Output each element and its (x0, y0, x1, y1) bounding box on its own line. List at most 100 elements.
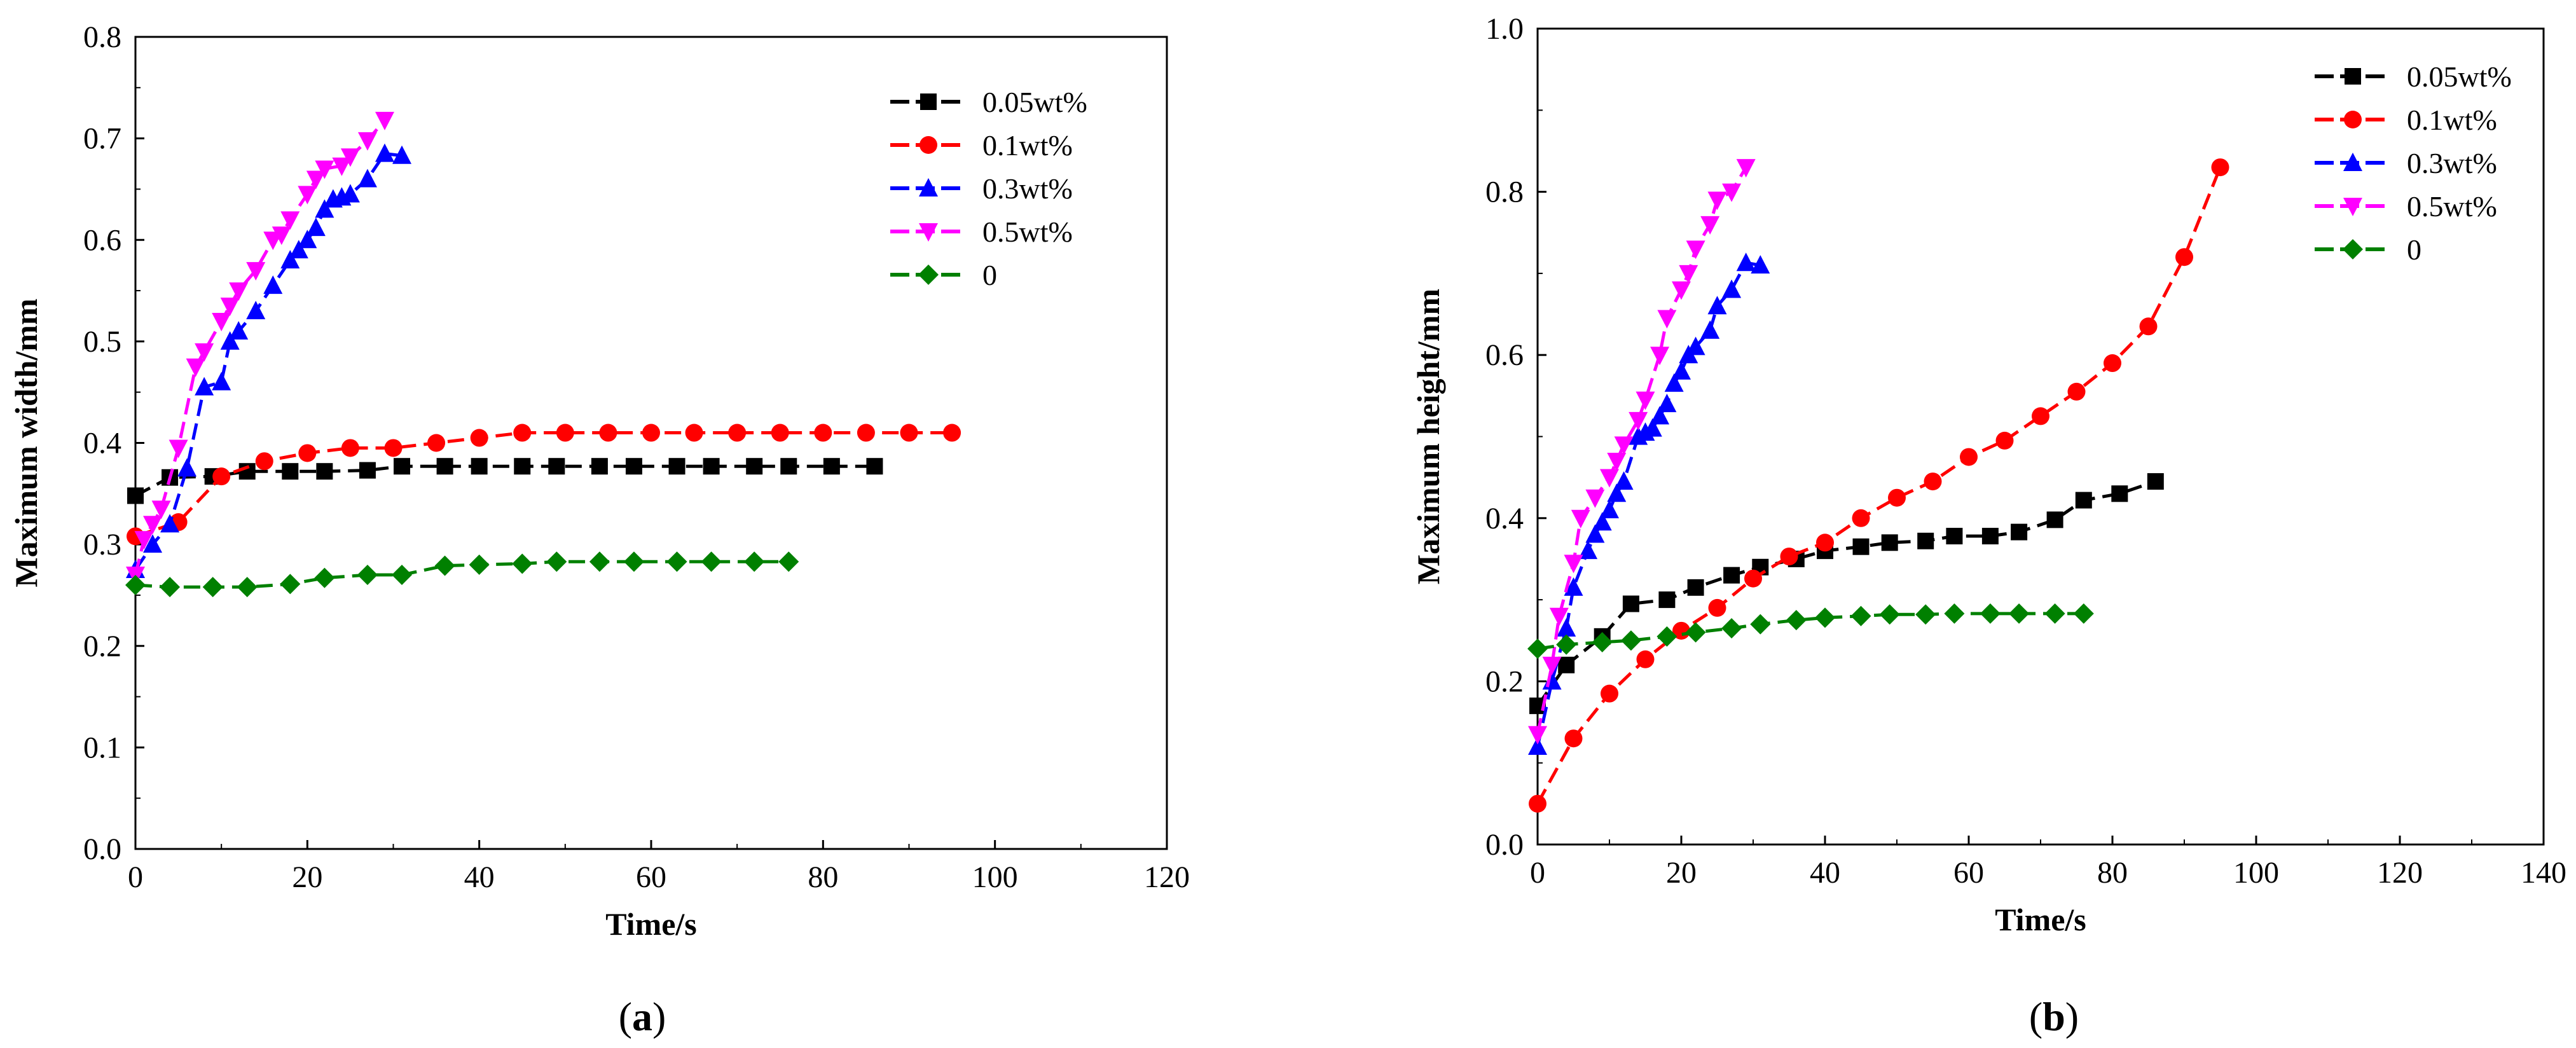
data-point (1679, 265, 1698, 284)
data-point (857, 424, 875, 442)
data-point (599, 424, 617, 442)
data-point (1620, 630, 1641, 651)
legend-marker (919, 178, 938, 197)
data-point (1657, 394, 1677, 413)
data-point (512, 553, 533, 574)
data-point (589, 551, 610, 572)
data-point (591, 458, 608, 475)
data-point (744, 551, 765, 572)
data-point (392, 565, 413, 586)
data-point (1700, 320, 1720, 339)
legend-label: 0.05wt% (982, 86, 1087, 118)
data-point (315, 160, 334, 179)
y-tick-label: 0.2 (1485, 665, 1524, 698)
series-line (135, 560, 789, 589)
data-point (1672, 281, 1691, 300)
data-point (1557, 618, 1576, 637)
data-point (127, 487, 144, 504)
data-point (1995, 431, 2014, 450)
series-5 (125, 551, 799, 598)
x-tick-label: 40 (464, 860, 495, 894)
x-tick-label: 120 (2377, 856, 2423, 890)
data-point (2175, 248, 2193, 266)
series-4 (126, 111, 394, 586)
data-point (375, 143, 394, 162)
data-point (625, 458, 642, 475)
data-point (1700, 216, 1720, 235)
data-point (1850, 605, 1871, 626)
data-point (666, 551, 687, 572)
data-point (280, 574, 301, 595)
data-point (513, 424, 532, 442)
x-tick-label: 100 (972, 860, 1018, 894)
y-tick-label: 0.5 (83, 325, 121, 359)
x-tick-label: 60 (1953, 856, 1984, 890)
data-point (1750, 614, 1771, 635)
series-line (135, 431, 953, 538)
data-point (289, 240, 308, 259)
data-point (195, 343, 214, 362)
x-tick-label: 100 (2233, 856, 2279, 890)
data-point (341, 439, 359, 457)
data-point (2032, 407, 2049, 425)
data-point (1707, 296, 1727, 315)
data-point (514, 458, 531, 475)
y-axis-title: Maximum height/mm (1410, 289, 1446, 584)
data-point (823, 458, 840, 475)
data-point (1636, 391, 1655, 410)
data-point (1736, 159, 1756, 178)
data-point (143, 516, 163, 535)
data-point (556, 424, 574, 442)
data-point (1707, 191, 1727, 210)
legend: 0.05wt% 0.1wt% 0.3wt% 0.5wt% 0 (890, 86, 1087, 291)
legend-marker (2344, 111, 2362, 128)
legend-label: 0.3wt% (2407, 147, 2497, 179)
data-point (394, 458, 411, 475)
data-point (642, 424, 660, 442)
data-point (186, 358, 205, 377)
data-point (1650, 347, 1670, 366)
data-point (469, 555, 490, 576)
y-tick-label: 1.0 (1485, 12, 1524, 46)
data-point (1657, 310, 1677, 329)
data-point (1960, 448, 1978, 466)
data-point (2147, 473, 2164, 490)
data-point (229, 321, 249, 340)
legend-marker (920, 136, 937, 154)
series-4 (1528, 159, 1756, 745)
panel-a-caption: (a) (619, 994, 666, 1039)
legend-label: 0 (2407, 233, 2421, 266)
data-point (814, 424, 832, 442)
data-point (1816, 534, 1834, 552)
series-line (134, 119, 386, 576)
data-point (1528, 736, 1547, 755)
data-point (1542, 656, 1562, 675)
data-point (298, 186, 317, 205)
data-point (1643, 418, 1662, 437)
data-point (1656, 626, 1677, 647)
data-point (1917, 532, 1934, 549)
x-tick-label: 0 (128, 860, 143, 894)
data-point (2075, 492, 2092, 509)
x-tick-label: 0 (1530, 856, 1545, 890)
data-point (1924, 472, 1942, 491)
data-point (1600, 469, 1619, 488)
legend-marker (919, 223, 938, 242)
series-1 (1529, 473, 2164, 714)
series-5 (1527, 603, 2094, 659)
data-point (134, 531, 154, 550)
data-point (943, 424, 961, 442)
data-point (1558, 656, 1575, 673)
data-point (375, 111, 394, 130)
data-point (866, 458, 883, 475)
data-point (125, 574, 146, 595)
data-point (2046, 511, 2063, 528)
data-point (1614, 471, 1634, 490)
legend-marker (920, 93, 937, 110)
data-point (357, 169, 377, 188)
y-tick-label: 0.2 (83, 630, 121, 663)
series-line (1536, 261, 1761, 747)
data-point (151, 500, 171, 520)
data-point (169, 439, 188, 459)
